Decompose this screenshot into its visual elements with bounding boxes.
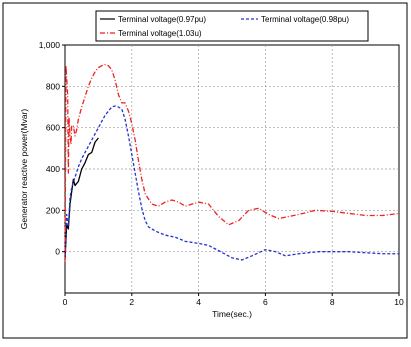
legend: Terminal voltage(0.97pu) Terminal voltag… (95, 10, 369, 42)
x-axis-label: Time(sec.) (212, 309, 252, 319)
y-tick-label: 1,000 (39, 40, 61, 50)
legend-label-0-97pu: Terminal voltage(0.97pu) (118, 15, 206, 24)
y-axis-label: Generator reactive power(Mvar) (19, 109, 29, 230)
legend-box (95, 10, 369, 42)
axis-layer: 0 2 4 6 8 10 0 200 400 600 800 1,000 (39, 40, 404, 307)
series-line-2 (64, 63, 400, 263)
y-tick-label: 800 (46, 81, 60, 91)
x-tick-label: 8 (330, 297, 335, 307)
legend-label-0-98pu: Terminal voltage(0.98pu) (261, 15, 349, 24)
x-tick-label: 0 (63, 297, 68, 307)
x-tick-label: 10 (394, 297, 404, 307)
x-tick-label: 4 (196, 297, 201, 307)
plot-area (64, 44, 400, 294)
grid-layer (65, 45, 399, 293)
y-tick-label: 200 (46, 205, 60, 215)
series-line-1 (64, 105, 399, 261)
legend-label-1-03u: Terminal voltage(1.03u) (118, 29, 202, 38)
y-tick-label: 400 (46, 164, 60, 174)
y-tick-label: 0 (55, 247, 60, 257)
x-tick-label: 6 (263, 297, 268, 307)
series-layer (64, 63, 400, 263)
y-tick-label: 600 (46, 123, 60, 133)
x-tick-label: 2 (129, 297, 134, 307)
